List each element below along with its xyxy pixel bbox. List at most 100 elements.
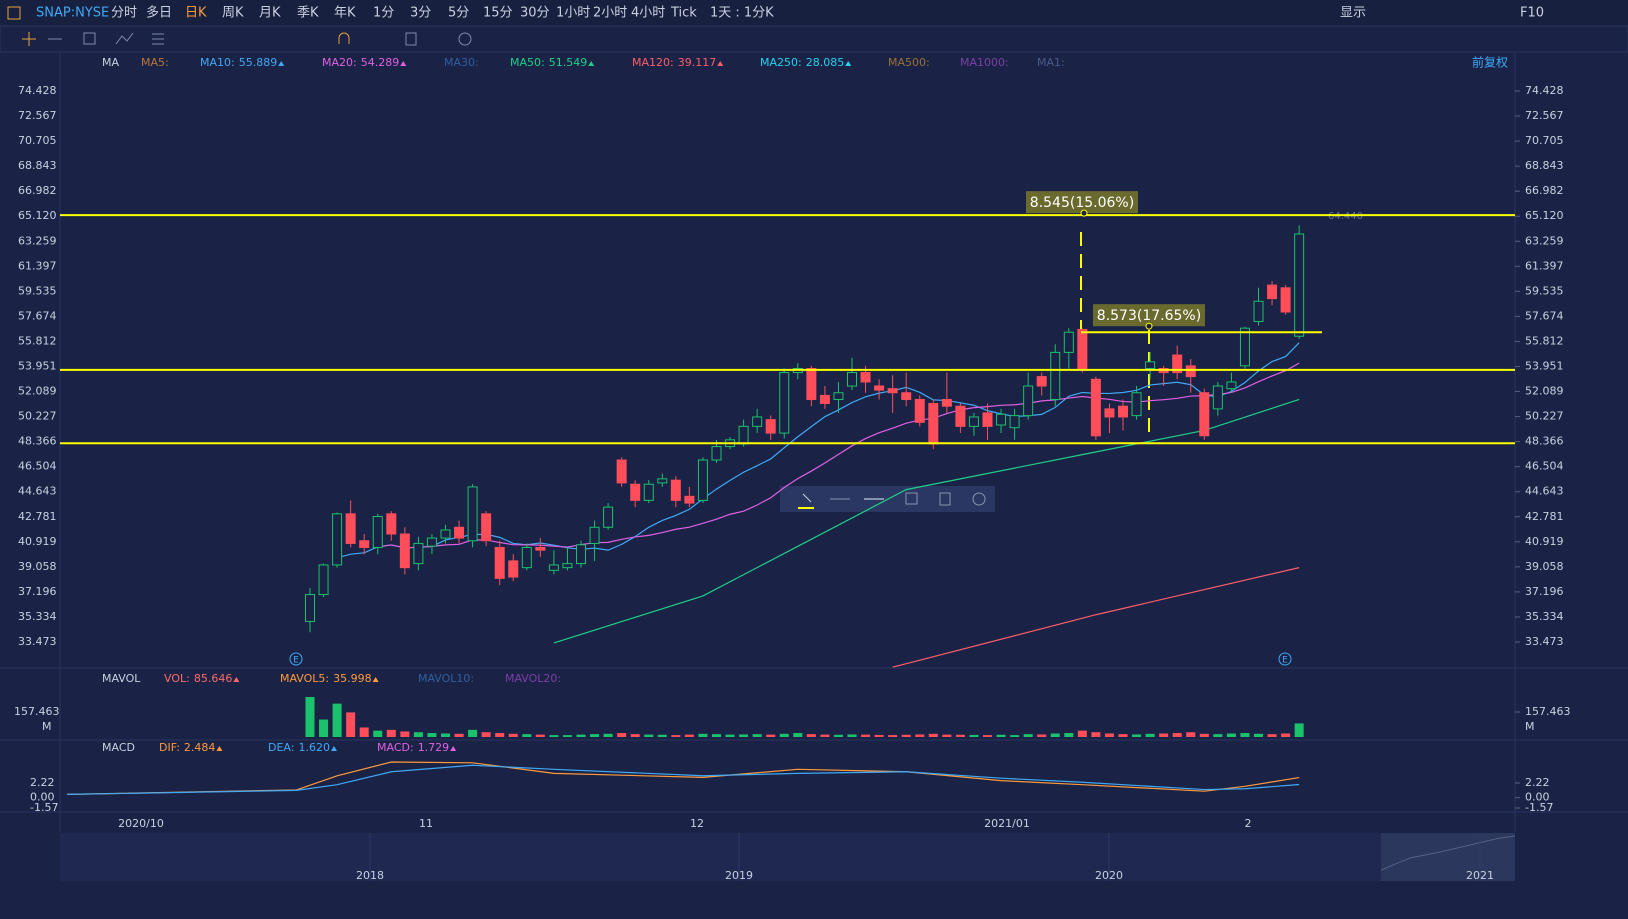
candle-body bbox=[1145, 361, 1156, 370]
interval[interactable]: 1天 : 1分K bbox=[710, 6, 774, 21]
time-label: 11 bbox=[419, 817, 433, 830]
indicator-label: MA250: 28.085 bbox=[760, 56, 844, 69]
candle-body bbox=[521, 546, 532, 569]
macd-tick-label: 2.22 bbox=[30, 776, 55, 789]
y-tick-label: 39.058 bbox=[18, 560, 57, 573]
trend-arrow bbox=[330, 746, 337, 751]
indicator-label: MAVOL10: bbox=[418, 672, 474, 685]
symbol[interactable]: SNAP:NYSE bbox=[36, 6, 109, 21]
indicator-label: MACD: 1.729 bbox=[377, 741, 449, 754]
volume-bar bbox=[481, 732, 491, 737]
settings-tool[interactable] bbox=[458, 32, 472, 46]
f10[interactable]: F10 bbox=[1520, 6, 1544, 21]
adjust-mode[interactable]: 前复权 bbox=[1472, 55, 1508, 70]
magnet-tool[interactable] bbox=[338, 32, 350, 44]
navigator-label: 2020 bbox=[1095, 869, 1123, 882]
vol-indicator[interactable]: MAVOL bbox=[102, 672, 141, 685]
candle-body bbox=[467, 486, 478, 542]
period-tab[interactable]: 2小时 bbox=[593, 6, 627, 21]
indicator-name: MA10: bbox=[200, 56, 235, 69]
period-tab[interactable]: 1分 bbox=[373, 6, 394, 21]
rect-tool[interactable] bbox=[83, 32, 96, 45]
volume-bar bbox=[1023, 734, 1033, 737]
y-tick-label: 40.919 bbox=[1525, 535, 1564, 548]
indicator-name: DEA: bbox=[268, 741, 294, 754]
period-tab[interactable]: 5分 bbox=[448, 6, 469, 21]
volume-bar bbox=[1254, 733, 1263, 737]
navigator[interactable] bbox=[60, 833, 1515, 881]
indicator-name: MAVOL20: bbox=[505, 672, 561, 685]
y-tick-label: 44.643 bbox=[18, 485, 57, 498]
volume-bar bbox=[752, 734, 762, 737]
candle-body bbox=[1267, 284, 1278, 300]
candle-body bbox=[386, 513, 397, 535]
trash-icon[interactable] bbox=[939, 492, 951, 506]
high-label: 64.440 bbox=[1328, 211, 1363, 222]
ma-indicator[interactable]: MA bbox=[102, 56, 119, 69]
macd-tick-label: -1.57 bbox=[30, 801, 58, 814]
candle-body bbox=[1294, 233, 1305, 337]
volume-bar bbox=[454, 733, 464, 737]
volume-bar bbox=[1213, 734, 1223, 737]
candle-body bbox=[630, 483, 641, 501]
pen-icon[interactable] bbox=[802, 493, 812, 503]
settings-icon[interactable] bbox=[972, 492, 986, 506]
candle-body bbox=[399, 533, 410, 569]
period-tab[interactable]: 月K bbox=[259, 6, 281, 21]
candle-body bbox=[941, 398, 952, 407]
period-tab[interactable]: 1小时 bbox=[556, 6, 590, 21]
candle-body bbox=[440, 529, 451, 539]
period-tab[interactable]: 年K bbox=[334, 6, 356, 21]
trend-arrow bbox=[233, 677, 240, 682]
y-tick-label: 53.951 bbox=[18, 359, 57, 372]
indicator-value: 85.646 bbox=[194, 672, 233, 685]
volume-unit: M bbox=[42, 720, 52, 733]
macd-indicator[interactable]: MACD bbox=[102, 741, 135, 754]
trend-arrow bbox=[372, 677, 379, 682]
delete-tool[interactable] bbox=[405, 32, 417, 46]
y-tick-label: 68.843 bbox=[1525, 159, 1564, 172]
volume-unit: M bbox=[1525, 720, 1535, 733]
period-tab[interactable]: 分时 bbox=[111, 6, 137, 21]
candle-body bbox=[711, 446, 722, 461]
volume-bar bbox=[441, 733, 450, 737]
candle-body bbox=[494, 546, 505, 579]
indicator-value: 39.117 bbox=[678, 56, 717, 69]
period-tab[interactable]: 多日 bbox=[146, 5, 172, 21]
volume-bar bbox=[427, 733, 437, 737]
crosshair-tool[interactable] bbox=[22, 32, 36, 46]
candle-body bbox=[684, 495, 695, 504]
volume-bar bbox=[1104, 733, 1114, 737]
macd-tick-label: -1.57 bbox=[1525, 801, 1553, 814]
period-tab[interactable]: 3分 bbox=[410, 6, 431, 21]
y-tick-label: 57.674 bbox=[18, 309, 57, 322]
trend-arrow bbox=[717, 61, 724, 66]
period-tab[interactable]: 15分 bbox=[483, 6, 513, 21]
candle-body bbox=[819, 394, 830, 405]
volume-bar bbox=[468, 729, 478, 737]
trend-tool[interactable] bbox=[115, 32, 134, 45]
volume-bar bbox=[522, 734, 532, 737]
candle-body bbox=[657, 478, 668, 484]
period-tab[interactable]: 4小时 bbox=[631, 6, 665, 21]
y-tick-label: 37.196 bbox=[1525, 585, 1564, 598]
volume-bar bbox=[725, 734, 735, 737]
vol-tick-label: 157.463 bbox=[1525, 705, 1571, 718]
period-tab[interactable]: 周K bbox=[222, 6, 244, 21]
period-tab[interactable]: 30分 bbox=[520, 6, 550, 21]
indicator-name: MA120: bbox=[632, 56, 674, 69]
earnings-label: E bbox=[293, 656, 299, 666]
display[interactable]: 显示 bbox=[1340, 6, 1366, 21]
candle-body bbox=[1172, 354, 1183, 374]
earnings-marker: E bbox=[1278, 652, 1292, 666]
period-tab[interactable]: Tick bbox=[670, 6, 697, 21]
navigator-window[interactable] bbox=[1381, 833, 1515, 881]
fib-tool[interactable] bbox=[152, 33, 164, 45]
time-label: 2021/01 bbox=[984, 817, 1030, 830]
panel-icon[interactable] bbox=[7, 6, 21, 20]
lock-icon[interactable] bbox=[905, 492, 918, 505]
period-tab[interactable]: 日K bbox=[185, 6, 207, 21]
y-tick-label: 33.473 bbox=[1525, 635, 1564, 648]
candle-body bbox=[305, 594, 315, 622]
period-tab[interactable]: 季K bbox=[297, 6, 319, 21]
